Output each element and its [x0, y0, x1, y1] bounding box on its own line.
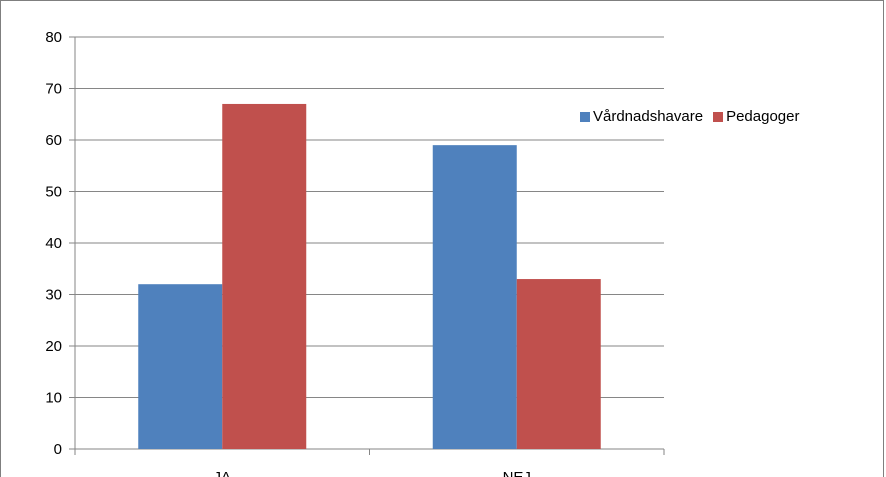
bars [138, 103, 601, 449]
y-tick-label-20: 20 [45, 338, 62, 355]
y-tick-label-70: 70 [45, 81, 62, 98]
y-tick-label-50: 50 [45, 184, 62, 201]
x-category-label-0: JA [213, 469, 231, 477]
x-category-label-1: NEJ [503, 469, 531, 477]
legend-item-series-1: Pedagoger [713, 108, 799, 125]
legend: Vårdnadshavare Pedagoger [580, 108, 809, 125]
y-tick-label-30: 30 [45, 287, 62, 304]
legend-item-series-0: Vårdnadshavare [580, 108, 703, 125]
bar-nej-series-1 [516, 279, 601, 449]
labels: 0 10 20 30 40 50 60 70 80 JA NEJ [45, 29, 531, 477]
y-tick-label-40: 40 [45, 235, 62, 252]
bar-ja-series-0 [138, 284, 223, 449]
y-tick-label-80: 80 [45, 29, 62, 46]
legend-swatch-series-1 [713, 111, 724, 122]
bar-ja-series-1 [222, 103, 307, 449]
bar-nej-series-0 [432, 145, 517, 449]
legend-swatch-series-0 [580, 111, 590, 122]
legend-label-series-1: Pedagoger [726, 108, 800, 125]
y-tick-label-10: 10 [45, 390, 62, 407]
y-tick-label-0: 0 [54, 441, 62, 458]
y-tick-label-60: 60 [45, 132, 62, 149]
legend-label-series-0: Vårdnadshavare [593, 108, 704, 125]
